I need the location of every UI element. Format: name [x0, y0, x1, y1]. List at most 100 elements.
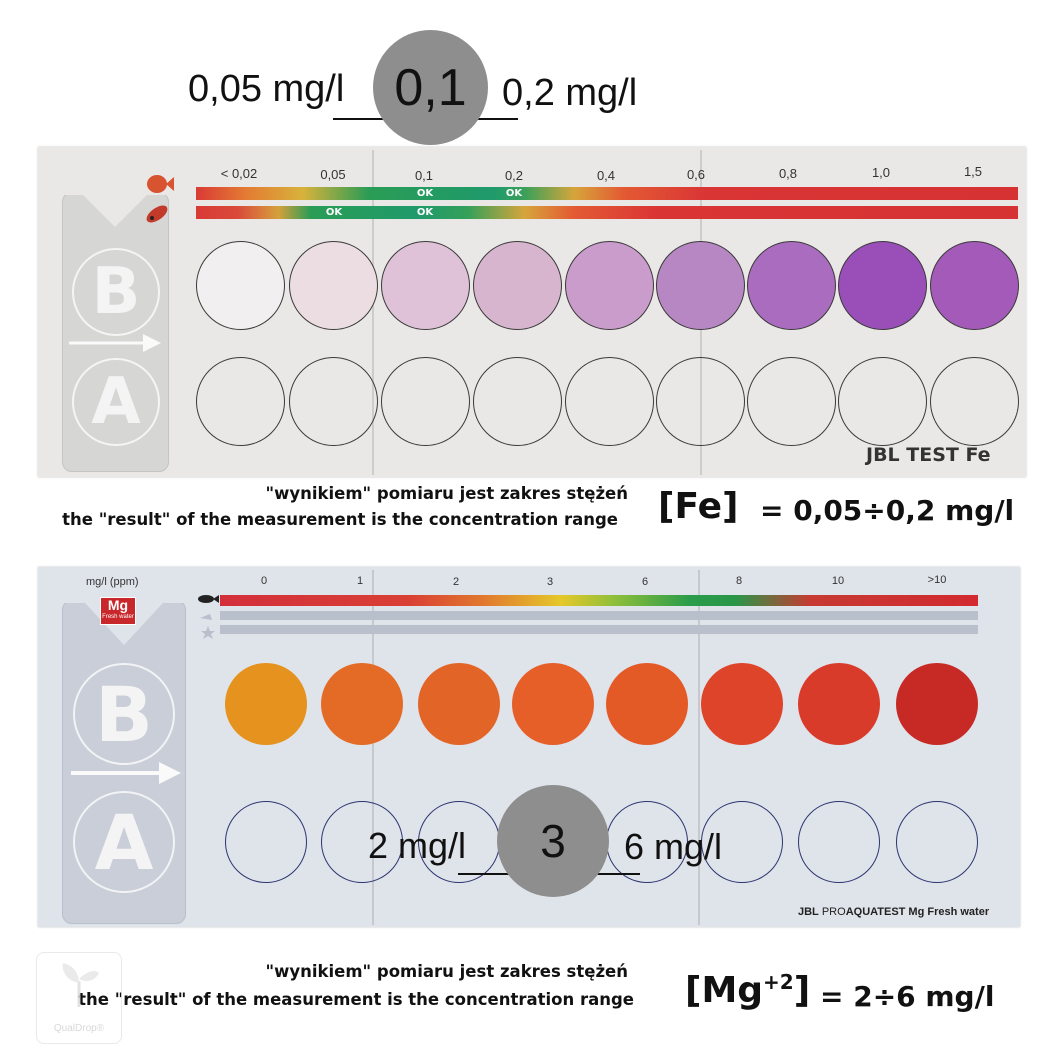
fe-scale-label: 1,0	[871, 165, 891, 180]
mg-empty-circle	[701, 801, 783, 883]
fe-result-circle: 0,1	[373, 30, 488, 145]
mg-color-swatch	[606, 663, 688, 745]
mg-result-value: = 2÷6 mg/l	[820, 980, 995, 1013]
mg-scale-label: 10	[831, 575, 845, 587]
arrow-right-icon	[71, 762, 181, 784]
fe-result-value: 0,1	[394, 58, 467, 117]
mg-range-high: 6 mg/l	[624, 826, 723, 867]
mg-color-swatch	[701, 663, 783, 745]
fe-result-value: = 0,05÷0,2 mg/l	[760, 494, 1015, 527]
mg-empty-circle	[896, 801, 978, 883]
fold-line	[698, 570, 700, 925]
arrow-right-icon	[69, 334, 161, 352]
mg-range-low: 2 mg/l	[368, 825, 467, 866]
fe-empty-circle	[930, 357, 1019, 446]
fe-empty-circle	[565, 357, 654, 446]
mg-scale-label: 3	[546, 576, 554, 588]
fe-color-swatch	[289, 241, 378, 330]
mg-scale-label: 6	[641, 576, 649, 588]
fe-color-swatch	[196, 241, 285, 330]
fe-bar-top	[196, 187, 1018, 200]
fe-scale-label: 0,2	[504, 168, 524, 183]
mg-empty-circle	[798, 801, 880, 883]
mg-scale-label: 2	[452, 576, 460, 588]
fe-ok-label: OK	[416, 207, 434, 218]
fe-empty-circle	[289, 357, 378, 446]
fe-color-swatch	[838, 241, 927, 330]
mg-scale-label: 1	[356, 575, 364, 587]
fe-empty-circle	[656, 357, 745, 446]
fe-brand-label: JBL TEST Fe	[866, 444, 991, 466]
handle-notch	[63, 189, 168, 227]
fe-color-swatch	[381, 241, 470, 330]
mg-color-swatch	[321, 663, 403, 745]
handle-letter-a: A	[73, 791, 175, 893]
mg-empty-circle	[225, 801, 307, 883]
fe-scale-label: 0,8	[778, 166, 798, 181]
fe-note-en: the "result" of the measurement is the c…	[62, 510, 618, 529]
fe-color-swatch	[565, 241, 654, 330]
fe-color-swatch	[473, 241, 562, 330]
watermark-logo: QualDrop®	[36, 952, 122, 1044]
fe-scale-label: 1,5	[963, 164, 983, 179]
handle-letter-b: B	[72, 248, 160, 336]
mg-brand-pro: PRO	[821, 906, 846, 918]
watermark-text: QualDrop®	[53, 1023, 105, 1034]
fe-range-high: 0,2 mg/l	[502, 72, 638, 114]
fe-ok-label: OK	[416, 188, 434, 199]
fe-card-handle: B A	[62, 189, 169, 472]
mg-result-label: [Mg+2]	[685, 970, 810, 1011]
fold-line	[372, 570, 374, 925]
mg-color-swatch	[798, 663, 880, 745]
mg-badge: Mg Fresh water	[100, 597, 136, 625]
mg-result-charge: +2	[763, 970, 794, 994]
mg-scale-label: 8	[735, 575, 743, 587]
mg-result-ion: [Mg	[685, 970, 764, 1011]
fish-icon	[198, 595, 219, 639]
mg-brand-rest: AQUATEST Mg Fresh water	[845, 906, 990, 918]
fe-empty-circle	[196, 357, 285, 446]
fe-scale-label: 0,6	[686, 167, 706, 182]
fe-scale-label: 0,1	[414, 168, 434, 183]
fe-color-swatch	[656, 241, 745, 330]
fe-scale-label: 0,4	[596, 168, 616, 183]
fe-scale-label: 0,05	[320, 167, 346, 182]
mg-color-swatch	[896, 663, 978, 745]
fe-range-low: 0,05 mg/l	[188, 68, 345, 110]
mg-color-swatch	[418, 663, 500, 745]
mg-bar-grey	[220, 611, 978, 620]
mg-badge-sub: Fresh water	[102, 614, 134, 620]
mg-result-bracket: ]	[793, 970, 811, 1011]
mg-scale-label: 0	[260, 575, 268, 587]
fe-empty-circle	[473, 357, 562, 446]
mg-badge-label: Mg	[107, 597, 129, 613]
mg-color-swatch	[512, 663, 594, 745]
mg-color-swatch	[225, 663, 307, 745]
mg-note-en: the "result" of the measurement is the c…	[78, 990, 634, 1009]
fe-scale-label: < 0,02	[220, 166, 258, 181]
mg-brand-label: JBL PROAQUATEST Mg Fresh water	[798, 906, 989, 918]
mg-unit-label: mg/l (ppm)	[86, 576, 139, 588]
fe-bar-bottom	[196, 206, 1018, 219]
mg-empty-circle	[321, 801, 403, 883]
fe-empty-circle	[381, 357, 470, 446]
fish-icon	[146, 175, 174, 223]
handle-letter-a: A	[72, 358, 160, 446]
handle-letter-b: B	[73, 663, 175, 765]
mg-scale-label: >10	[927, 574, 947, 586]
fe-color-swatch	[747, 241, 836, 330]
mg-result-circle: 3	[497, 785, 609, 897]
fe-result-label: [Fe]	[658, 486, 739, 527]
mg-result-value: 3	[540, 815, 566, 867]
fold-line	[372, 150, 374, 475]
fe-color-swatch	[930, 241, 1019, 330]
mg-bar-freshwater	[220, 595, 978, 606]
fe-empty-circle	[747, 357, 836, 446]
mg-brand-prefix: JBL	[798, 906, 819, 918]
mg-bar-grey	[220, 625, 978, 634]
fe-ok-label: OK	[325, 207, 343, 218]
fe-ok-label: OK	[505, 188, 523, 199]
fe-empty-circle	[838, 357, 927, 446]
sprout-icon	[62, 963, 99, 1007]
mg-note-pl: "wynikiem" pomiaru jest zakres stężeń	[265, 962, 628, 981]
